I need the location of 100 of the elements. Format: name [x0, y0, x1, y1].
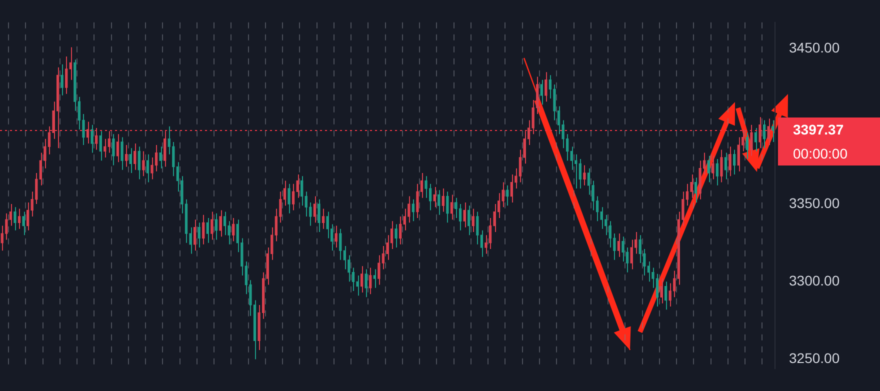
- candlestick: [108, 130, 111, 154]
- candlestick: [750, 124, 753, 156]
- candlestick: [112, 134, 115, 166]
- candlestick: [223, 211, 226, 236]
- candlestick: [578, 158, 582, 190]
- candlestick: [638, 234, 642, 264]
- candlestick: [724, 152, 728, 180]
- candlestick: [446, 191, 449, 224]
- candlestick: [394, 224, 398, 248]
- candlestick: [154, 144, 158, 172]
- candlestick: [694, 177, 698, 203]
- candlestick: [656, 273, 659, 307]
- candlestick: [476, 211, 479, 245]
- candlestick: [617, 233, 620, 258]
- candlestick: [120, 136, 124, 170]
- candlestick: [134, 142, 136, 170]
- candlestick: [150, 156, 154, 180]
- candlestick: [343, 245, 346, 270]
- candlestick: [172, 141, 175, 177]
- candlestick: [288, 183, 290, 214]
- candlestick: [762, 120, 766, 149]
- candlestick: [767, 118, 770, 146]
- candlestick: [450, 194, 454, 220]
- candlestick: [716, 158, 719, 186]
- candlestick: [442, 188, 444, 212]
- candlestick: [544, 72, 548, 102]
- candlestick: [399, 216, 402, 245]
- candlestick: [356, 274, 359, 296]
- candlestick: [214, 212, 218, 240]
- candlestick: [142, 150, 145, 177]
- candlestick: [732, 149, 736, 176]
- candlestick: [116, 134, 120, 163]
- candlestick: [480, 230, 484, 258]
- candlestick: [472, 208, 474, 232]
- candlestick: [660, 278, 663, 304]
- y-tick-label: 3350.00: [789, 194, 840, 211]
- text: 00:00:00: [793, 145, 848, 162]
- candlestick: [458, 204, 462, 231]
- candlestick: [712, 155, 714, 180]
- candlestick: [378, 254, 380, 286]
- candlestick: [322, 208, 325, 230]
- y-tick-label: 3450.00: [789, 40, 840, 56]
- y-tick-label: 3300.00: [789, 272, 840, 289]
- candlestick: [26, 202, 30, 231]
- candlestick: [364, 268, 368, 298]
- candlestick: [690, 174, 693, 198]
- candlestick: [737, 136, 740, 172]
- candlestick: [159, 146, 162, 169]
- candlestick: [424, 176, 428, 198]
- candlestick: [206, 218, 209, 244]
- candlestick: [463, 202, 466, 228]
- candlestick: [124, 144, 128, 168]
- candlestick: [664, 281, 668, 310]
- candlestick: [14, 206, 16, 231]
- candlestick: [438, 190, 440, 216]
- candlestick: [60, 64, 64, 96]
- candlestick: [360, 266, 364, 294]
- candlestick: [99, 130, 102, 162]
- candlestick: [728, 146, 732, 177]
- candlestick: [164, 130, 166, 168]
- ref-line-label: 3397.37: [793, 121, 844, 138]
- candlestick: [65, 56, 68, 94]
- candlestick: [468, 205, 470, 236]
- candlestick: [339, 228, 342, 260]
- candlestick: [219, 210, 222, 238]
- candlestick: [300, 176, 304, 206]
- candlestick: [707, 155, 710, 183]
- candlestick: [334, 225, 338, 248]
- candlestick: [506, 184, 509, 206]
- candlestick: [720, 149, 723, 183]
- candlestick: [146, 154, 150, 183]
- candlestick: [198, 222, 200, 248]
- candlestick: [138, 146, 140, 180]
- candlestick: [86, 121, 90, 144]
- candlestick: [433, 186, 436, 208]
- candlestick: [746, 132, 748, 160]
- candlestick: [416, 183, 419, 219]
- candlestick: [454, 197, 458, 219]
- candlestick: [18, 208, 21, 230]
- candlestick: [313, 196, 316, 224]
- candlestick: [540, 79, 543, 106]
- candlestick: [502, 182, 504, 208]
- candlestick: [583, 164, 586, 186]
- candlestick: [630, 239, 633, 270]
- candlestick: [373, 268, 376, 288]
- candlestick: [428, 183, 432, 211]
- candlestick: [193, 219, 196, 252]
- candlestick: [369, 267, 372, 295]
- candlestick: [772, 120, 774, 142]
- candlestick: [202, 214, 205, 245]
- candlestick: [90, 124, 94, 154]
- candlestick: [292, 183, 295, 211]
- candlestick: [5, 212, 8, 240]
- candlestick: [754, 127, 758, 152]
- candlestick: [758, 116, 762, 149]
- candlestick: [22, 211, 25, 236]
- candlestick: [129, 148, 132, 174]
- candlestick: [95, 127, 98, 150]
- candlestick: [412, 198, 415, 222]
- candlestick: [210, 211, 214, 240]
